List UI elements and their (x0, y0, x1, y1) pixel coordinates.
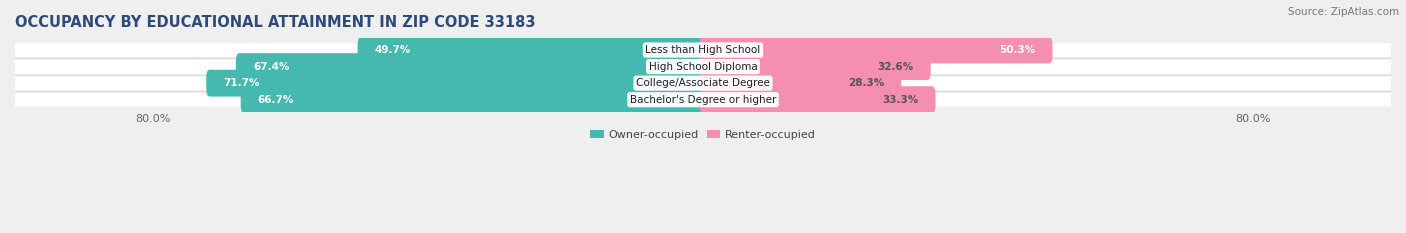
FancyBboxPatch shape (207, 70, 706, 96)
FancyBboxPatch shape (700, 53, 931, 80)
FancyBboxPatch shape (15, 93, 1391, 106)
Text: Source: ZipAtlas.com: Source: ZipAtlas.com (1288, 7, 1399, 17)
FancyBboxPatch shape (236, 53, 706, 80)
Text: Bachelor's Degree or higher: Bachelor's Degree or higher (630, 95, 776, 105)
Legend: Owner-occupied, Renter-occupied: Owner-occupied, Renter-occupied (586, 125, 820, 144)
FancyBboxPatch shape (15, 43, 1391, 57)
Text: 71.7%: 71.7% (224, 78, 260, 88)
FancyBboxPatch shape (15, 76, 1391, 90)
Text: 49.7%: 49.7% (375, 45, 411, 55)
FancyBboxPatch shape (357, 37, 706, 63)
FancyBboxPatch shape (240, 86, 706, 113)
FancyBboxPatch shape (700, 86, 935, 113)
Text: College/Associate Degree: College/Associate Degree (636, 78, 770, 88)
FancyBboxPatch shape (700, 70, 901, 96)
Text: 67.4%: 67.4% (253, 62, 290, 72)
FancyBboxPatch shape (15, 60, 1391, 73)
FancyBboxPatch shape (700, 37, 1053, 63)
Text: High School Diploma: High School Diploma (648, 62, 758, 72)
Text: 28.3%: 28.3% (848, 78, 884, 88)
Text: OCCUPANCY BY EDUCATIONAL ATTAINMENT IN ZIP CODE 33183: OCCUPANCY BY EDUCATIONAL ATTAINMENT IN Z… (15, 15, 536, 30)
Text: Less than High School: Less than High School (645, 45, 761, 55)
Text: 33.3%: 33.3% (882, 95, 918, 105)
Text: 32.6%: 32.6% (877, 62, 914, 72)
Text: 50.3%: 50.3% (1000, 45, 1035, 55)
Text: 66.7%: 66.7% (257, 95, 294, 105)
